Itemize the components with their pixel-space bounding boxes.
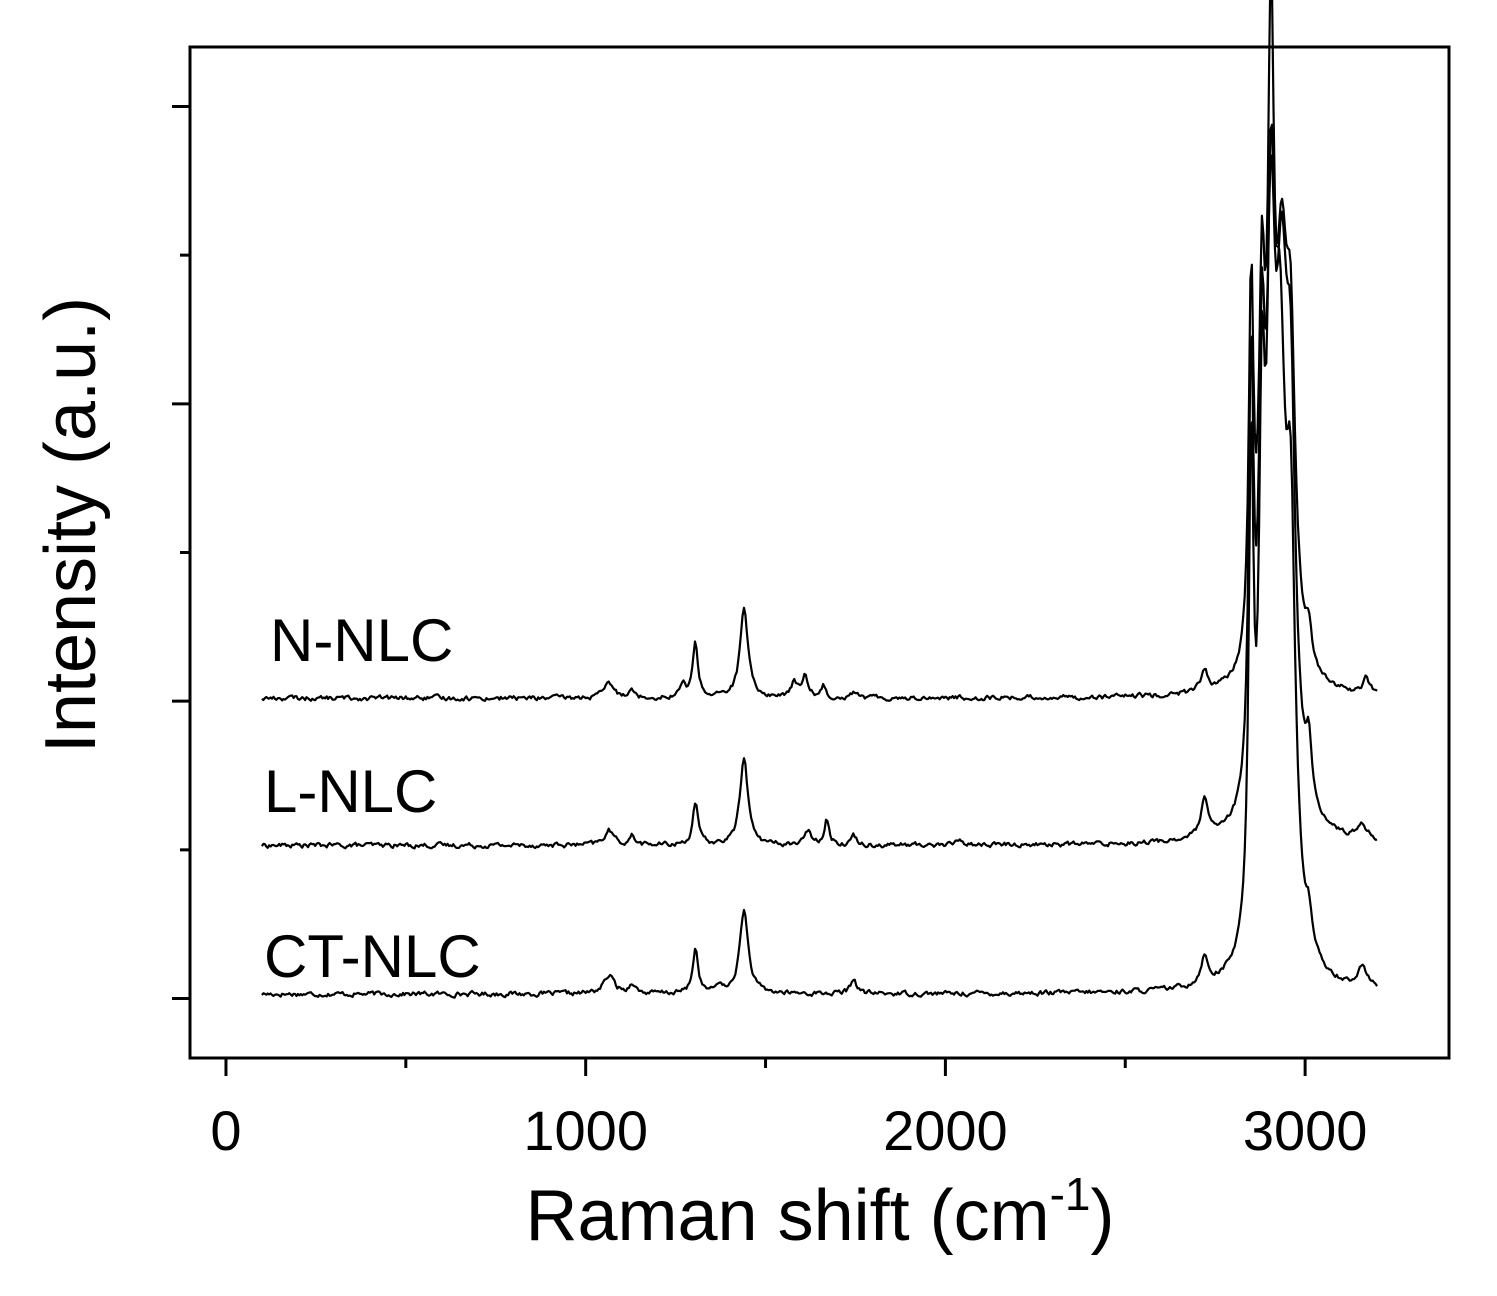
- x-tick-label: 1000: [523, 1099, 648, 1162]
- series-label-n-nlc: N-NLC: [270, 607, 453, 674]
- series-label-l-nlc: L-NLC: [264, 758, 437, 825]
- x-axis-tick-labels: 0 1000 2000 3000: [210, 1099, 1367, 1162]
- x-axis-title-suffix: ): [1091, 1176, 1115, 1256]
- x-axis-title-superscript: -1: [1050, 1168, 1091, 1220]
- series-group: [260, 0, 1379, 999]
- spectrum-line-ct-nlc: [261, 123, 1379, 999]
- y-axis-title: Intensity (a.u.): [31, 297, 111, 753]
- x-tick-label: 3000: [1243, 1099, 1368, 1162]
- series-label-ct-nlc: CT-NLC: [264, 923, 481, 990]
- x-axis-ticks: [224, 1058, 1307, 1076]
- y-axis-ticks: [172, 104, 190, 1001]
- x-axis-title: Raman shift (cm-1): [526, 1168, 1115, 1256]
- spectrum-line-n-nlc: [261, 0, 1378, 702]
- x-axis-title-main: Raman shift (cm: [526, 1176, 1050, 1256]
- spectrum-line-l-nlc: [260, 154, 1378, 850]
- series-labels: CT-NLC L-NLC N-NLC: [264, 607, 481, 990]
- x-tick-label: 2000: [883, 1099, 1008, 1162]
- x-tick-label: 0: [210, 1099, 241, 1162]
